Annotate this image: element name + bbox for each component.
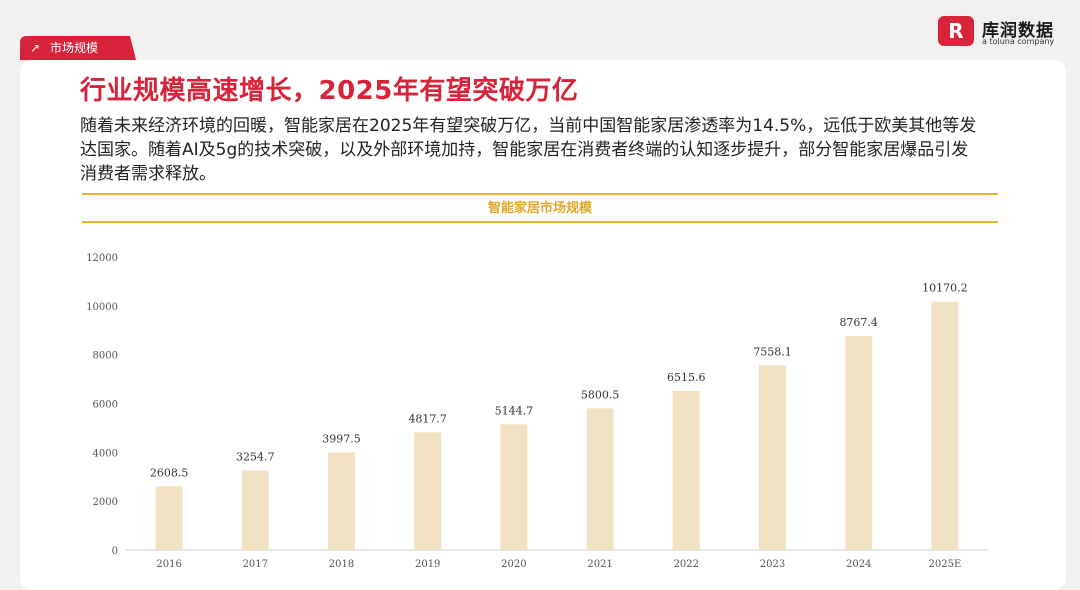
bar-value-label: 5144.7 bbox=[495, 404, 534, 417]
y-tick-label: 2000 bbox=[93, 497, 118, 508]
bar-value-label: 6515.6 bbox=[667, 371, 706, 384]
y-tick-label: 0 bbox=[112, 546, 118, 557]
bar-value-label: 5800.5 bbox=[581, 388, 620, 401]
content-card bbox=[20, 60, 1066, 590]
x-tick-label: 2017 bbox=[243, 559, 268, 570]
bar bbox=[586, 408, 614, 550]
chart-title-rule-top bbox=[82, 193, 998, 195]
bar bbox=[414, 432, 442, 550]
y-tick-label: 4000 bbox=[93, 448, 118, 459]
section-tag: ↗ 市场规模 bbox=[20, 36, 136, 60]
bar bbox=[931, 301, 959, 550]
brand-logo: R 库润数据 a toluna company bbox=[938, 16, 1068, 50]
bar bbox=[328, 452, 355, 550]
logo-name-cn: 库润数据 bbox=[982, 21, 1054, 41]
logo-mark: R bbox=[938, 16, 974, 46]
page-description: 随着未来经济环境的回暖，智能家居在2025年有望突破万亿，当前中国智能家居渗透率… bbox=[80, 116, 977, 184]
bar bbox=[672, 390, 700, 550]
bar bbox=[500, 424, 528, 550]
logo-name-en: a toluna company bbox=[982, 37, 1055, 46]
chart-title: 智能家居市场规模 bbox=[487, 201, 592, 216]
bar bbox=[241, 470, 269, 550]
bar bbox=[155, 486, 183, 550]
bar bbox=[759, 365, 786, 550]
x-tick-label: 2019 bbox=[415, 559, 440, 570]
bar-value-label: 3997.5 bbox=[322, 432, 361, 445]
x-tick-label: 2025E bbox=[929, 559, 962, 570]
x-tick-label: 2024 bbox=[846, 559, 871, 570]
x-tick-label: 2020 bbox=[501, 559, 526, 570]
bar bbox=[845, 335, 873, 550]
x-tick-label: 2021 bbox=[587, 559, 612, 570]
x-tick-label: 2018 bbox=[329, 559, 354, 570]
section-tag-label: 市场规模 bbox=[50, 41, 99, 55]
y-tick-label: 6000 bbox=[93, 400, 118, 411]
bar-value-label: 10170.2 bbox=[922, 282, 968, 295]
y-tick-label: 8000 bbox=[93, 351, 118, 362]
bar-value-label: 3254.7 bbox=[236, 451, 275, 464]
x-tick-label: 2016 bbox=[156, 559, 181, 570]
chart-title-rule-bottom bbox=[82, 221, 998, 223]
x-tick-label: 2023 bbox=[760, 559, 785, 570]
bar-value-label: 4817.7 bbox=[408, 412, 447, 425]
y-tick-label: 12000 bbox=[86, 253, 118, 264]
page-title: 行业规模高速增长，2025年有望突破万亿 bbox=[80, 76, 579, 106]
bar-value-label: 2608.5 bbox=[150, 466, 189, 479]
x-tick-label: 2022 bbox=[674, 559, 699, 570]
bar-value-label: 7558.1 bbox=[753, 345, 792, 358]
bar-value-label: 8767.4 bbox=[839, 316, 878, 329]
y-tick-label: 10000 bbox=[86, 302, 118, 313]
arrow-up-right-icon: ↗ bbox=[30, 41, 41, 55]
